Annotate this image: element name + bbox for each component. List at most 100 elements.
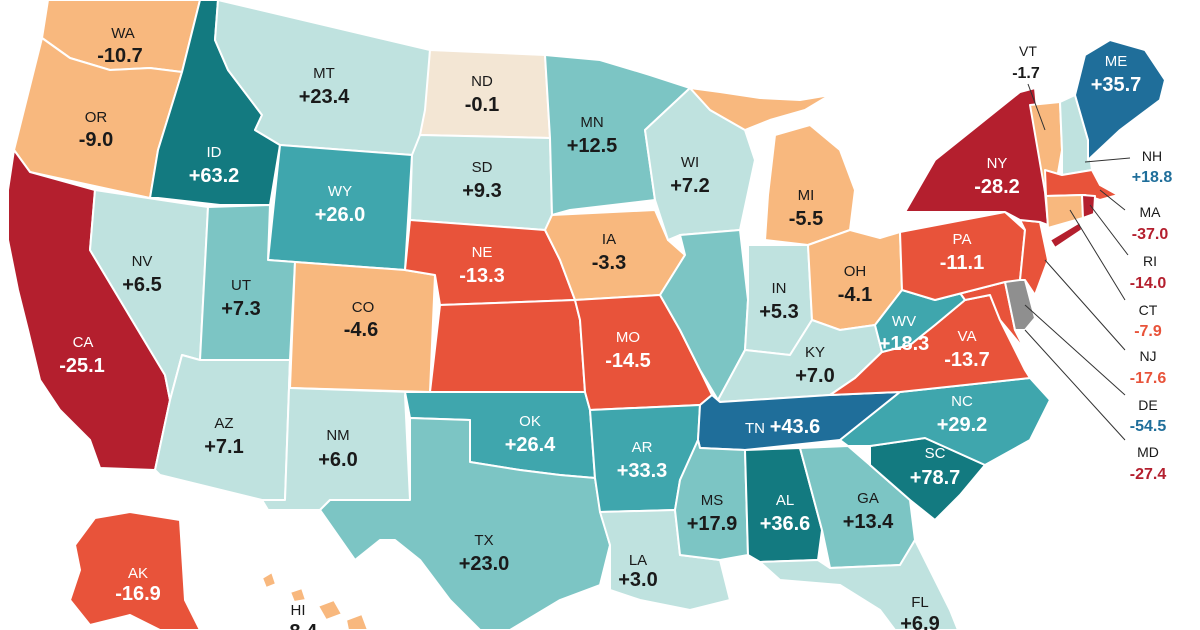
label-OR-abbr: OR [85,109,108,126]
label-OH-value: -4.1 [838,284,872,306]
label-UT-value: +7.3 [221,298,260,320]
label-NC-abbr: NC [951,393,973,410]
label-WI-abbr: WI [681,154,699,171]
state-NJ[interactable] [1019,219,1049,296]
label-LA-value: +3.0 [618,569,657,591]
state-NY[interactable] [904,87,1049,226]
label-MI-value: -5.5 [789,208,823,230]
label-IN-abbr: IN [772,280,787,297]
label-NV-value: +6.5 [122,274,161,296]
state-ME[interactable] [1074,39,1166,161]
state-HI[interactable] [261,571,369,630]
callout-VT-abbr: VT [1019,43,1037,59]
callout-NH-abbr: NH [1142,148,1162,164]
label-PA-abbr: PA [953,231,972,248]
leader-RI [1089,204,1129,256]
label-AR-abbr: AR [632,439,653,456]
label-WY-value: +26.0 [315,204,366,226]
state-FL[interactable] [759,539,959,630]
state-RI[interactable] [1081,194,1096,219]
label-MS-value: +17.9 [687,513,738,535]
label-ID-value: +63.2 [189,165,240,187]
label-AL-abbr: AL [776,492,794,509]
callout-RI-value: -14.0 [1130,275,1167,292]
state-TX[interactable] [319,417,611,630]
label-WA-value: -10.7 [97,45,143,67]
label-LA-abbr: LA [629,552,647,569]
label-MN-value: +12.5 [567,135,618,157]
label-AL-value: +36.6 [760,513,811,535]
label-IA-abbr: IA [602,231,616,248]
callout-VT-value: -1.7 [1012,65,1040,82]
label-KY-value: +7.0 [795,365,834,387]
state-AK[interactable] [69,511,201,630]
label-AZ-value: +7.1 [204,436,243,458]
callout-DE-value: -54.5 [1130,418,1167,435]
label-TX-abbr: TX [474,532,493,549]
callout-CT-abbr: CT [1139,302,1158,318]
label-FL-value: +6.9 [900,613,939,630]
label-OR-value: -9.0 [79,129,113,151]
label-WV-abbr: WV [892,313,916,330]
label-CA-value: -25.1 [59,355,105,377]
label-WV-value: +18.3 [879,333,930,355]
state-NC[interactable] [839,377,1051,466]
label-UT-abbr: UT [231,277,251,294]
label-NY-value: -28.2 [974,176,1020,198]
label-NY-abbr: NY [987,155,1008,172]
label-SD-abbr: SD [472,159,493,176]
label-IA-value: -3.3 [592,252,626,274]
label-NE-value: -13.3 [459,265,505,287]
label-NV-abbr: NV [132,253,153,270]
leader-NJ [1044,259,1126,351]
callout-NH-value: +18.8 [1132,169,1173,186]
label-AZ-abbr: AZ [214,415,233,432]
label-ND-abbr: ND [471,73,493,90]
label-TN-value: +43.6 [770,416,821,438]
leader-MD [1024,329,1126,441]
label-MT-abbr: MT [313,65,335,82]
label-NE-abbr: NE [472,244,493,261]
label-GA-abbr: GA [857,490,879,507]
callout-MA-value: -37.0 [1132,226,1169,243]
state-IL[interactable] [659,229,749,401]
label-CO-value: -4.6 [344,319,378,341]
label-GA-value: +13.4 [843,511,894,533]
label-HI-abbr: HI [291,602,306,619]
label-WA-abbr: WA [111,25,135,42]
callout-NJ-abbr: NJ [1139,348,1156,364]
label-NC-value: +29.2 [937,414,988,436]
callout-DE-abbr: DE [1138,397,1157,413]
label-PA-value: -11.1 [940,252,984,274]
label-NM-value: +6.0 [318,449,357,471]
label-HI-value: -8.4 [283,621,318,630]
leader-NH [1084,157,1131,163]
label-KY-abbr: KY [805,344,825,361]
state-PA[interactable] [899,211,1026,301]
state-KS[interactable] [429,299,586,393]
label-TN-abbr: TN [745,420,765,437]
label-ME-value: +35.7 [1091,74,1142,96]
leader-VT [1027,83,1046,131]
label-CO-abbr: CO [352,299,375,316]
label-ME-abbr: ME [1105,53,1128,70]
label-OK-value: +26.4 [505,434,556,456]
label-FL-abbr: FL [911,594,929,611]
callout-MD-abbr: MD [1137,444,1159,460]
label-OK-abbr: OK [519,413,541,430]
callout-MD-value: -27.4 [1130,466,1167,483]
label-VA-value: -13.7 [944,349,990,371]
label-TX-value: +23.0 [459,553,510,575]
label-MS-abbr: MS [701,492,724,509]
label-AR-value: +33.3 [617,460,668,482]
callout-RI-abbr: RI [1143,253,1157,269]
label-CA-abbr: CA [73,334,94,351]
label-AK-value: -16.9 [115,583,161,605]
label-WY-abbr: WY [328,183,352,200]
callout-MA-abbr: MA [1140,204,1162,220]
state-MI-upper[interactable] [689,87,831,131]
leader-lines [1024,83,1131,441]
label-MO-value: -14.5 [605,350,651,372]
state-VT[interactable] [1029,101,1063,193]
label-SD-value: +9.3 [462,180,501,202]
